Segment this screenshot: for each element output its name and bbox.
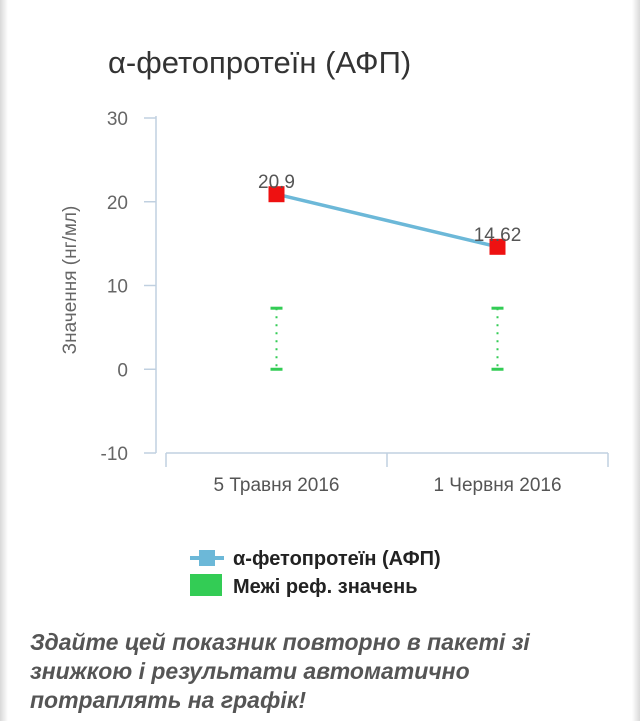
- y-tick-label: 0: [117, 360, 128, 381]
- legend-item-afp[interactable]: α-фетопротеїн (АФП): [190, 548, 441, 570]
- y-axis-label: Значення (нг/мл): [60, 206, 81, 355]
- chart-title: α-фетопротеїн (АФП): [108, 45, 411, 80]
- retest-notice: Здайте цей показник повторно в пакеті зі…: [30, 629, 530, 713]
- legend-reference-swatch-icon: [190, 574, 222, 596]
- x-tick-label: 1 Червня 2016: [433, 475, 561, 496]
- y-axis: 30 20 10 0 -10: [101, 109, 157, 465]
- data-point[interactable]: [268, 186, 285, 203]
- legend-marker-icon: [199, 550, 215, 566]
- left-edge-shadow: [0, 0, 8, 721]
- y-tick-label: -10: [101, 444, 128, 465]
- data-label: 20.9: [258, 172, 295, 193]
- data-label: 14.62: [474, 225, 522, 246]
- series-afp: 20.9 14.62: [258, 172, 521, 255]
- legend-label-reference: Межі реф. значень: [233, 576, 418, 598]
- data-point[interactable]: [489, 238, 506, 255]
- legend-label-afp: α-фетопротеїн (АФП): [233, 548, 441, 570]
- reference-ranges: [270, 306, 504, 371]
- legend[interactable]: α-фетопротеїн (АФП) Межі реф. значень: [190, 548, 441, 598]
- y-tick-label: 20: [107, 193, 128, 214]
- x-tick-label: 5 Травня 2016: [214, 475, 340, 496]
- y-tick-label: 30: [107, 109, 128, 130]
- afp-chart: α-фетопротеїн (АФП) Значення (нг/мл) 30 2…: [60, 45, 609, 598]
- right-edge-shadow: [632, 0, 640, 721]
- legend-item-reference[interactable]: Межі реф. значень: [190, 574, 418, 598]
- y-tick-label: 10: [107, 277, 128, 298]
- series-line: [276, 192, 498, 249]
- x-axis: 5 Травня 2016 1 Червня 2016: [165, 452, 609, 496]
